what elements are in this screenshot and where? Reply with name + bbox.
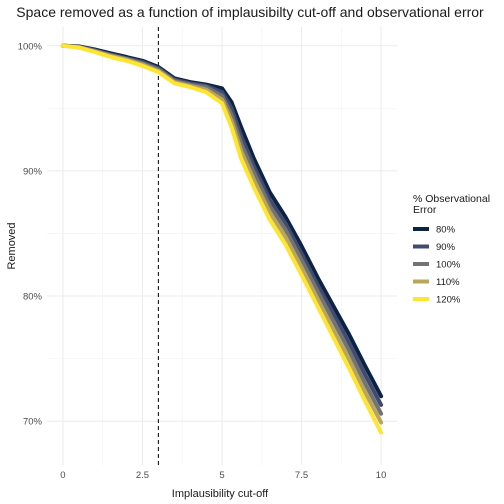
legend-items: 80% 90% 100% 110% 120% [413, 225, 461, 306]
series-line-4 [60, 43, 384, 435]
legend-label-2: 100% [436, 260, 461, 271]
legend-label-3: 110% [436, 277, 460, 288]
x-tick-label: 0 [60, 470, 65, 481]
legend: % Observational Error 80% 90% 100% 110% 120% [413, 193, 490, 306]
x-tick-label: 10 [376, 470, 387, 481]
grid [47, 27, 397, 465]
y-tick-label: 90% [23, 166, 43, 177]
legend-label-1: 90% [436, 242, 456, 253]
x-axis-title: Implausibility cut-off [172, 488, 269, 500]
y-tick-label: 80% [23, 292, 43, 303]
legend-label-0: 80% [436, 225, 456, 236]
chart-title: Space removed as a function of implausib… [16, 4, 484, 20]
y-axis-title: Removed [6, 222, 18, 269]
y-ticks: 70% 80% 90% 100% [18, 41, 43, 427]
x-tick-label: 5 [219, 470, 224, 481]
series-layer [60, 43, 384, 435]
legend-title-line-1: % Observational [413, 193, 490, 205]
x-tick-label: 2.5 [136, 470, 149, 481]
x-ticks: 0 2.5 5 7.5 10 [60, 470, 386, 481]
y-tick-label: 100% [18, 41, 43, 52]
y-tick-label: 70% [23, 417, 43, 428]
legend-title-line-2: Error [413, 204, 437, 216]
x-tick-label: 7.5 [295, 470, 308, 481]
legend-label-4: 120% [436, 295, 461, 306]
